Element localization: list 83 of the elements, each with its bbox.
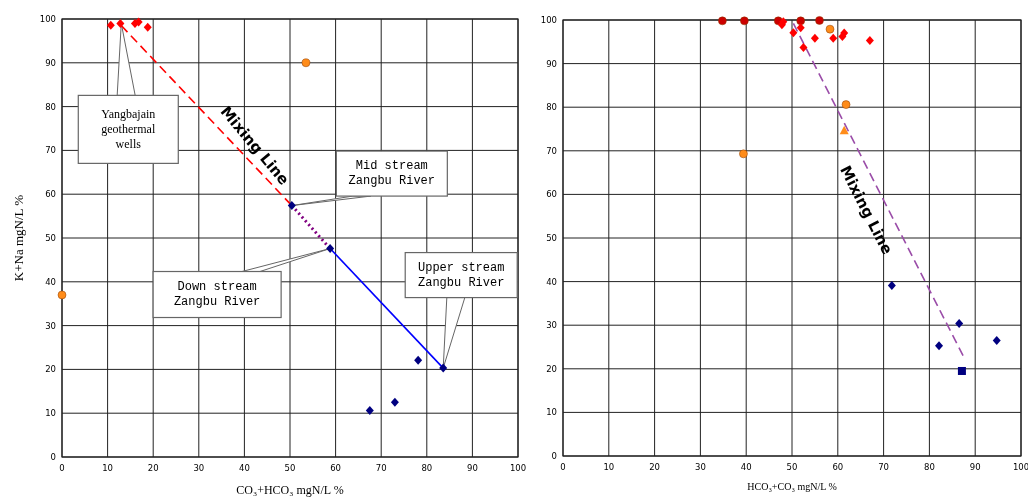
x-tick-label: 40 bbox=[238, 463, 250, 473]
point bbox=[143, 22, 152, 32]
y-tick-label: 60 bbox=[45, 189, 56, 200]
x-tick-label: 0 bbox=[59, 463, 65, 473]
x-tick-label: 80 bbox=[923, 462, 935, 472]
point bbox=[740, 16, 749, 26]
point bbox=[992, 335, 1001, 345]
point bbox=[810, 33, 819, 43]
y-tick-label: 60 bbox=[546, 189, 557, 200]
x-tick-label: 80 bbox=[421, 463, 433, 473]
annotation: Down stream Zangbu River bbox=[173, 280, 261, 310]
y-tick-label: 0 bbox=[551, 451, 557, 461]
y-tick-label: 80 bbox=[45, 101, 56, 112]
x-tick-label: 100 bbox=[1012, 462, 1028, 472]
x-tick-label: 60 bbox=[330, 463, 342, 473]
point bbox=[841, 100, 851, 109]
x-tick-label: 20 bbox=[649, 462, 661, 472]
x-tick-label: 30 bbox=[193, 463, 205, 473]
x-tick-label: 10 bbox=[102, 463, 114, 473]
x-tick-label: 30 bbox=[694, 462, 706, 472]
y-tick-label: 10 bbox=[45, 408, 56, 419]
point bbox=[116, 18, 125, 28]
y-tick-label: 100 bbox=[39, 14, 56, 24]
x-tick-label: 50 bbox=[284, 463, 296, 473]
point bbox=[865, 35, 874, 45]
point bbox=[301, 58, 311, 68]
y-tick-label: 50 bbox=[45, 233, 56, 243]
x-tick-label: 10 bbox=[603, 462, 615, 472]
y-tick-label: 0 bbox=[50, 452, 56, 462]
point bbox=[957, 366, 966, 375]
x-tick-label: 20 bbox=[147, 463, 159, 473]
y-tick-label: 50 bbox=[546, 233, 557, 243]
point bbox=[439, 363, 448, 373]
annotation: Yangbajain geothermal wells bbox=[101, 107, 156, 152]
point bbox=[825, 24, 835, 34]
x-tick-label: 100 bbox=[509, 463, 527, 473]
y-tick-label: 70 bbox=[546, 145, 557, 156]
point bbox=[390, 397, 399, 407]
y-tick-label: 70 bbox=[45, 145, 56, 156]
x-tick-label: 60 bbox=[832, 462, 844, 472]
point bbox=[789, 28, 798, 38]
x-tick-label: 90 bbox=[969, 462, 981, 472]
point bbox=[839, 125, 849, 135]
point bbox=[57, 290, 67, 300]
y-tick-label: 100 bbox=[540, 15, 557, 25]
y-tick-label: 90 bbox=[45, 57, 56, 68]
x-tick-label: 40 bbox=[740, 462, 752, 472]
point bbox=[887, 281, 896, 291]
callout-box: Upper stream Zangbu River bbox=[404, 252, 518, 369]
x-tick-label: 0 bbox=[560, 462, 566, 472]
point bbox=[326, 244, 335, 254]
annotation: Upper stream Zangbu River bbox=[418, 260, 505, 290]
y-tick-label: 30 bbox=[45, 320, 56, 331]
callout-box: Yangbajain geothermal wells bbox=[77, 22, 179, 164]
point bbox=[718, 16, 727, 26]
point bbox=[796, 23, 805, 33]
y-tick-label: 90 bbox=[546, 58, 557, 69]
y-tick-label: 20 bbox=[546, 363, 557, 374]
point bbox=[365, 406, 374, 416]
y-axis-title: K+Na mgN/L % bbox=[10, 194, 26, 282]
point bbox=[955, 318, 964, 328]
x-tick-label: 70 bbox=[878, 462, 890, 472]
x-tick-label: 90 bbox=[466, 463, 478, 473]
point bbox=[829, 33, 838, 43]
x-axis-title: CO₃+HCO₃ mgN/L % bbox=[236, 483, 344, 497]
x-tick-label: 70 bbox=[375, 463, 387, 473]
point bbox=[739, 149, 748, 159]
x-axis-title: HCO₃+CO₃ mgN/L % bbox=[747, 481, 837, 492]
y-tick-label: 40 bbox=[546, 276, 557, 287]
point bbox=[414, 355, 423, 365]
point bbox=[287, 201, 296, 211]
y-tick-label: 40 bbox=[45, 276, 56, 287]
point bbox=[796, 16, 805, 26]
point bbox=[935, 341, 944, 351]
y-tick-label: 30 bbox=[546, 320, 557, 331]
y-tick-label: 80 bbox=[546, 102, 557, 113]
annotation: Mid stream Zangbu River bbox=[348, 159, 436, 189]
point bbox=[106, 20, 115, 30]
y-tick-label: 20 bbox=[45, 364, 56, 375]
point bbox=[799, 42, 808, 52]
point bbox=[815, 16, 824, 25]
x-tick-label: 50 bbox=[786, 462, 798, 472]
y-tick-label: 10 bbox=[546, 407, 557, 418]
